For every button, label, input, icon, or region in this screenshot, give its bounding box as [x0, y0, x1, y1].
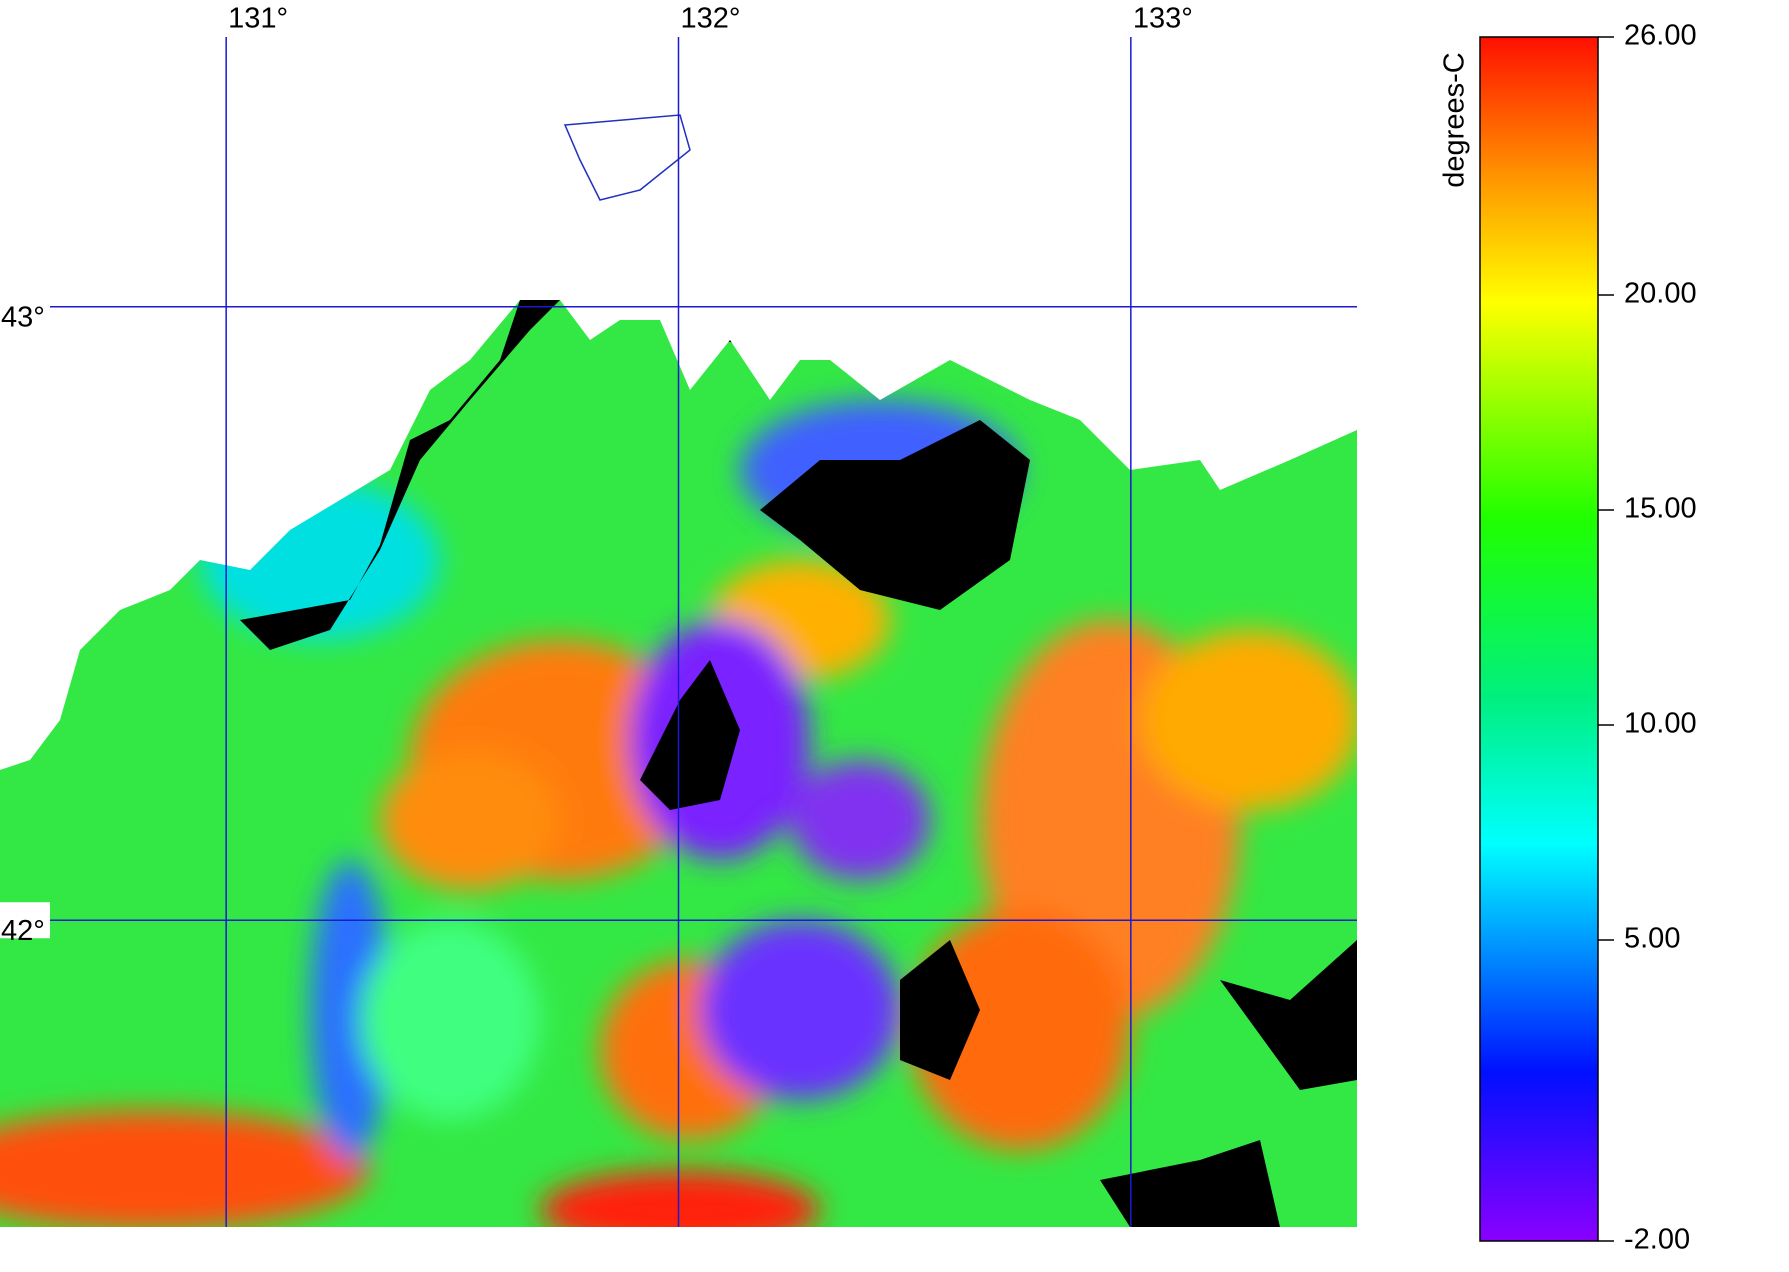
colorbar-tick-label: 15.00 — [1624, 493, 1697, 525]
colorbar-tick-label: 10.00 — [1624, 708, 1697, 740]
longitude-label: 132° — [681, 3, 741, 35]
colorbar-tick-label: 20.00 — [1624, 278, 1697, 310]
latitude-label: 42° — [1, 915, 45, 947]
colorbar-tick-label: -2.00 — [1624, 1224, 1690, 1256]
latitude-label-box — [0, 288, 50, 325]
longitude-label: 133° — [1133, 3, 1193, 35]
sst-image — [0, 0, 1357, 1227]
colorbar-tick-label: 5.00 — [1624, 923, 1680, 955]
colorbar-tick-label: 26.00 — [1624, 20, 1697, 52]
latitude-label-box — [0, 902, 50, 939]
colorbar — [1479, 36, 1599, 1242]
longitude-label: 131° — [228, 3, 288, 35]
colorbar-label: degrees-C — [1439, 52, 1471, 187]
latitude-label: 43° — [1, 301, 45, 333]
